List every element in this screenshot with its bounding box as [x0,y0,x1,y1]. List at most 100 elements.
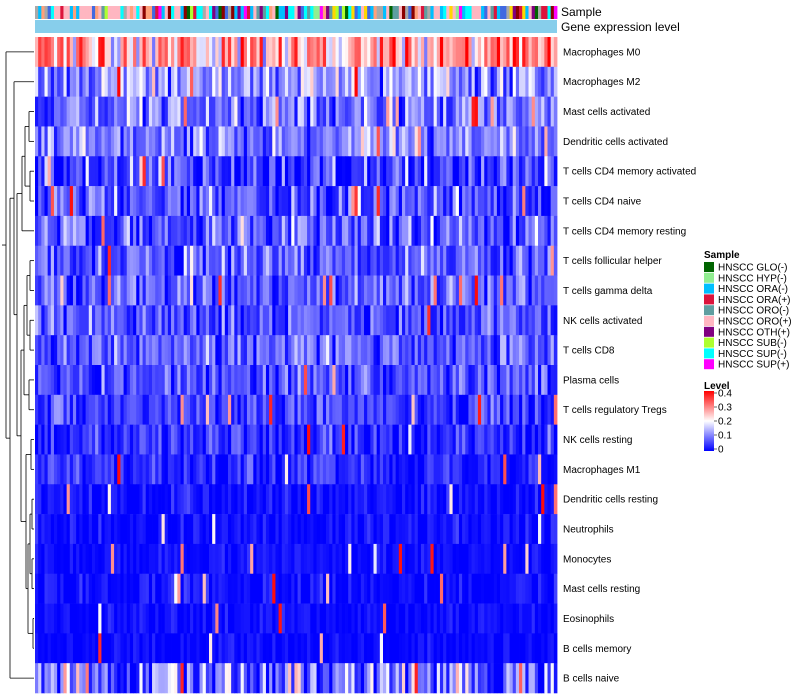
heatmap-cell [231,543,235,575]
heatmap-cell [496,37,501,68]
heatmap-cell [275,96,279,127]
heatmap-cell [341,186,346,217]
heatmap-cell [114,305,118,336]
heatmap-cell [240,96,245,127]
heatmap-cell [427,335,431,366]
heatmap-cell [528,96,533,127]
heatmap-cell [57,543,61,575]
row-label: T cells CD8 [563,346,615,357]
heatmap-cell [253,126,257,157]
heatmap-cell [38,66,42,97]
heatmap-cell [481,573,485,604]
heatmap-cell [196,156,200,187]
heatmap-cell [439,275,444,306]
heatmap-cell [458,424,463,455]
heatmap-cell [234,454,238,485]
heatmap-cell [439,186,444,217]
heatmap-cell [373,454,378,485]
heatmap-cell [544,573,548,604]
heatmap-cell [446,96,450,127]
heatmap-cell [104,156,109,187]
heatmap-cell [66,424,71,455]
heatmap-cell [370,156,374,187]
heatmap-cell [519,573,523,604]
heatmap-cell [490,633,495,664]
heatmap-cell [322,663,327,694]
heatmap-cell [364,215,368,247]
heatmap-cell [376,305,381,336]
heatmap-cell [420,126,425,157]
heatmap-cell [515,365,520,396]
heatmap-cell [493,484,498,515]
heatmap-cell [326,365,330,396]
heatmap-cell [53,454,58,485]
heatmap-cell [44,335,49,366]
heatmap-cell [322,365,327,396]
heatmap-cell [446,394,450,425]
heatmap-cell [458,484,463,515]
heatmap-cell [367,543,371,575]
heatmap-cell [364,454,368,485]
heatmap-cell [519,126,523,157]
heatmap-cell [370,66,374,97]
heatmap-cell [35,484,39,515]
heatmap-cell [38,573,42,604]
heatmap-cell [199,633,204,664]
heatmap-cell [110,66,115,97]
heatmap-cell [259,394,264,425]
heatmap-cell [231,335,235,366]
heatmap-cell [66,394,71,425]
heatmap-cell [72,424,77,455]
heatmap-cell [183,573,188,604]
heatmap-cell [139,126,143,157]
heatmap-cell [278,633,283,664]
heatmap-cell [376,514,381,545]
heatmap-cell [294,365,298,396]
heatmap-cell [386,573,390,604]
heatmap-cell [294,37,298,68]
heatmap-cell [313,394,317,425]
heatmap-cell [319,186,324,217]
heatmap-cell [272,37,276,68]
heatmap-cell [534,543,539,575]
heatmap-cell [398,484,403,515]
heatmap-cell [60,603,64,634]
heatmap-cell [389,543,393,575]
heatmap-cell [152,126,156,157]
heatmap-cell [376,245,381,276]
heatmap-cell [180,126,185,157]
heatmap-cell [531,245,536,276]
heatmap-cell [357,573,362,604]
heatmap-cell [227,663,232,694]
heatmap-cell [278,126,283,157]
sample-annotation-cell [212,6,216,19]
heatmap-cell [487,126,491,157]
heatmap-cell [47,96,52,127]
heatmap-cell [69,484,74,515]
heatmap-cell [240,573,245,604]
heatmap-cell [85,186,90,217]
heatmap-cell [265,156,270,187]
heatmap-cell [209,663,213,694]
heatmap-cell [424,156,428,187]
heatmap-cell [490,156,495,187]
heatmap-cell [462,275,466,306]
sample-annotation-cell [303,6,308,19]
heatmap-cell [405,663,409,694]
heatmap-cell [69,215,74,247]
heatmap-cell [493,543,498,575]
heatmap-cell [215,424,219,455]
heatmap-cell [66,484,71,515]
heatmap-cell [307,126,311,157]
heatmap-cell [88,603,93,634]
heatmap-cell [136,245,140,276]
heatmap-cell [291,454,295,485]
heatmap-cell [411,484,416,515]
heatmap-cell [455,663,460,694]
heatmap-cell [47,66,52,97]
heatmap-cell [250,66,254,97]
heatmap-cell [405,37,409,68]
heatmap-cell [449,275,453,306]
heatmap-cell [538,514,542,545]
heatmap-cell [439,514,444,545]
